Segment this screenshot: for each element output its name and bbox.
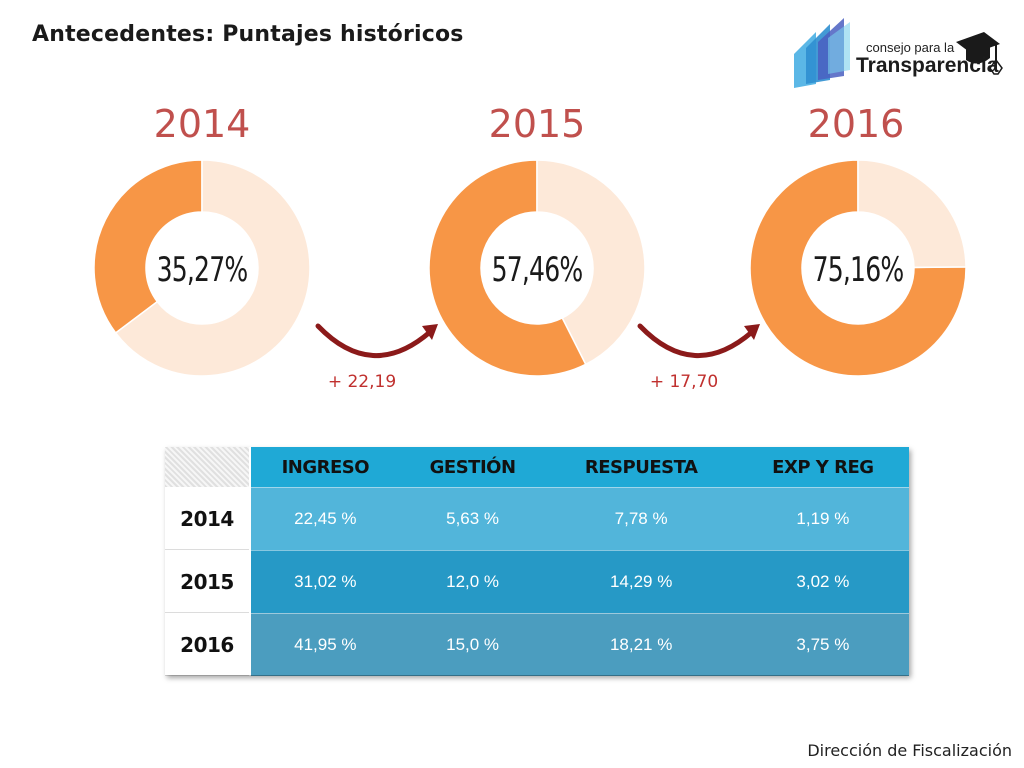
curved-arrow-icon xyxy=(637,323,760,358)
donut-slice-score xyxy=(93,159,203,335)
donut-slice-remainder xyxy=(857,159,967,269)
donut-chart-2016 xyxy=(749,159,967,377)
table-row: 2016 41,95 % 15,0 % 18,21 % 3,75 % xyxy=(165,613,909,676)
logo-big-text: Transparencia xyxy=(856,54,999,77)
table-cell: 14,29 % xyxy=(545,550,737,613)
table-cell: 18,21 % xyxy=(545,613,737,676)
table-row: 2015 31,02 % 12,0 % 14,29 % 3,02 % xyxy=(165,550,909,613)
column-header: RESPUESTA xyxy=(545,447,737,487)
row-year-label: 2014 xyxy=(165,487,251,550)
row-year-label: 2015 xyxy=(165,550,251,613)
table-cell: 7,78 % xyxy=(545,487,737,550)
logo: consejo para la Transparencia xyxy=(788,14,1010,94)
table-cell: 3,02 % xyxy=(736,550,909,613)
footer-text: Dirección de Fiscalización xyxy=(807,741,1012,760)
donut-chart-2014 xyxy=(93,159,311,377)
donut-slice-remainder xyxy=(536,159,646,366)
percent-label-2014: 35,27% xyxy=(156,250,249,290)
column-header: INGRESO xyxy=(251,447,400,487)
year-label-2015: 2015 xyxy=(488,102,586,146)
table-cell: 41,95 % xyxy=(251,613,400,676)
row-year-label: 2016 xyxy=(165,613,251,676)
column-header: GESTIÓN xyxy=(399,447,546,487)
year-label-2016: 2016 xyxy=(807,102,905,146)
donut-chart-2015 xyxy=(428,159,646,377)
donut-slice-remainder xyxy=(114,159,311,377)
delta-label-2015-2016: + 17,70 xyxy=(649,372,719,392)
percent-label-2015: 57,46% xyxy=(491,250,584,290)
curved-arrow-icon xyxy=(315,323,438,358)
donut-slice-score xyxy=(749,159,967,377)
donut-slice-score xyxy=(428,159,587,377)
table-cell: 12,0 % xyxy=(399,550,546,613)
table-row: 2014 22,45 % 5,63 % 7,78 % 1,19 % xyxy=(165,487,909,550)
year-label-2014: 2014 xyxy=(153,102,251,146)
slide-title: Antecedentes: Puntajes históricos xyxy=(32,22,464,47)
table-corner xyxy=(165,447,251,487)
table-cell: 1,19 % xyxy=(736,487,909,550)
logo-small-text: consejo para la xyxy=(866,40,955,55)
table-cell: 5,63 % xyxy=(399,487,546,550)
table-cell: 31,02 % xyxy=(251,550,400,613)
table-cell: 22,45 % xyxy=(251,487,400,550)
scores-table: INGRESO GESTIÓN RESPUESTA EXP Y REG 2014… xyxy=(165,447,909,676)
table-cell: 15,0 % xyxy=(399,613,546,676)
column-header: EXP Y REG xyxy=(736,447,909,487)
table-cell: 3,75 % xyxy=(736,613,909,676)
table-header-row: INGRESO GESTIÓN RESPUESTA EXP Y REG xyxy=(165,447,909,487)
delta-label-2014-2015: + 22,19 xyxy=(327,372,397,392)
logo-graphic xyxy=(794,18,1003,88)
percent-label-2016: 75,16% xyxy=(812,250,905,290)
